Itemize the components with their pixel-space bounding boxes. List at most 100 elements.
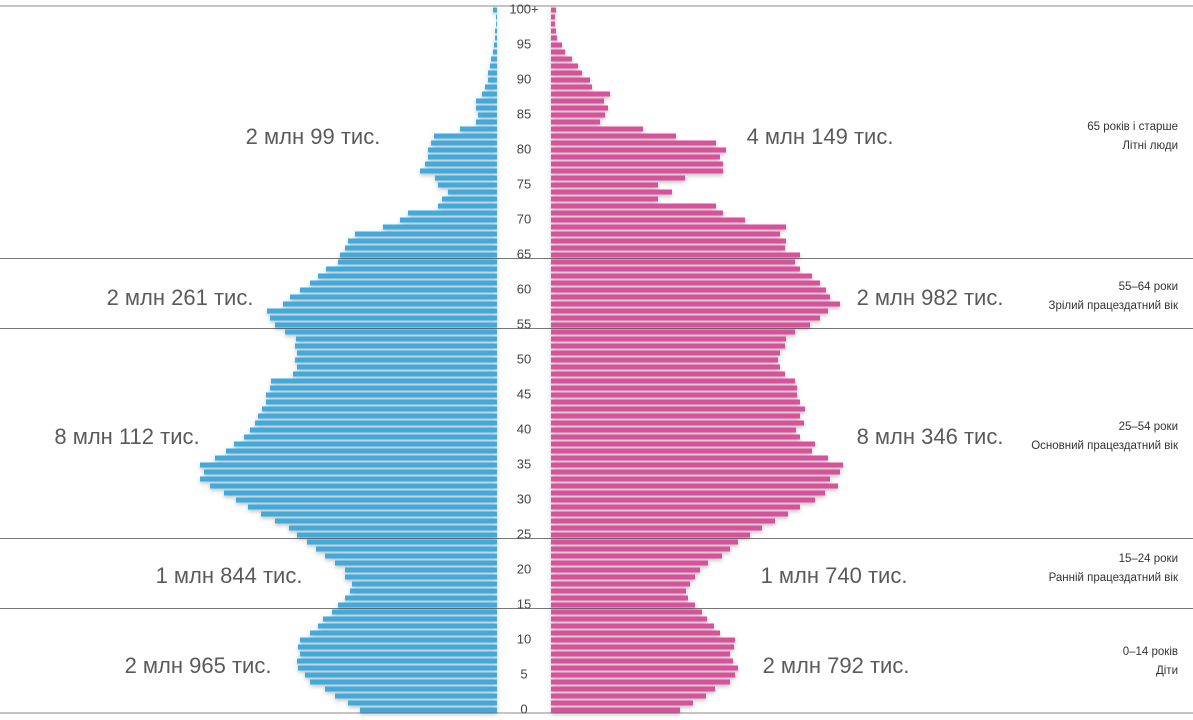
right-bar: [551, 693, 706, 699]
right-bar: [551, 266, 800, 272]
right-bar: [551, 91, 610, 97]
right-bar: [551, 665, 738, 671]
right-bar: [551, 686, 715, 692]
age-label: 55: [517, 316, 531, 331]
left-bar: [448, 189, 497, 195]
right-bar: [551, 140, 716, 146]
left-bar: [275, 518, 497, 524]
left-bar: [482, 91, 497, 97]
age-label: 5: [520, 666, 527, 681]
right-bar: [551, 343, 785, 349]
right-bar: [551, 252, 800, 258]
right-bar: [551, 497, 815, 503]
right-total: 2 млн 792 тис.: [763, 653, 910, 678]
right-bar: [551, 448, 812, 454]
left-bar: [200, 462, 497, 468]
left-bar: [234, 441, 497, 447]
right-bar: [551, 315, 820, 321]
right-bar: [551, 707, 680, 713]
right-bar: [551, 672, 735, 678]
right-bar: [551, 609, 702, 615]
right-bar: [551, 574, 695, 580]
right-bar: [551, 567, 700, 573]
left-bar: [435, 175, 497, 181]
right-bar: [551, 455, 828, 461]
left-bar: [295, 343, 497, 349]
age-label: 65: [517, 246, 531, 261]
right-bar: [551, 637, 735, 643]
right-bar: [551, 98, 604, 104]
right-bar: [551, 420, 804, 426]
right-bar: [551, 371, 785, 377]
left-bar: [215, 455, 497, 461]
left-bar: [266, 399, 497, 405]
right-bar: [551, 203, 716, 209]
right-bar: [551, 441, 815, 447]
right-bar: [551, 245, 785, 251]
right-bar: [551, 679, 730, 685]
left-bar: [338, 259, 497, 265]
age-label: 45: [517, 386, 531, 401]
group-range: 15–24 роки: [1119, 553, 1178, 565]
left-bar: [258, 413, 497, 419]
right-bar: [551, 399, 800, 405]
group-range: 0–14 років: [1123, 646, 1178, 658]
left-bar: [297, 658, 497, 664]
left-bar: [488, 70, 497, 76]
left-bar: [262, 406, 497, 412]
left-bar: [348, 700, 497, 706]
right-bar: [551, 280, 820, 286]
right-bar: [551, 273, 812, 279]
left-bar: [355, 231, 497, 237]
left-bar: [300, 651, 497, 657]
left-bar: [226, 448, 497, 454]
right-bar: [551, 469, 840, 475]
right-bar: [551, 616, 707, 622]
left-bar: [325, 553, 497, 559]
left-bar: [345, 595, 497, 601]
left-bar: [420, 168, 497, 174]
right-bar: [551, 35, 557, 41]
left-bar: [310, 679, 497, 685]
left-bar: [360, 707, 497, 713]
right-bar: [551, 231, 780, 237]
left-bar: [290, 294, 497, 300]
left-bar: [224, 490, 497, 496]
left-bar: [244, 434, 497, 440]
right-bar: [551, 483, 838, 489]
left-bar: [318, 273, 497, 279]
right-bar: [551, 112, 605, 118]
group-name: Зрілий працездатний вік: [1049, 300, 1179, 312]
left-total: 2 млн 99 тис.: [246, 124, 381, 149]
left-bar: [496, 21, 497, 27]
left-bar: [485, 84, 497, 90]
right-bar: [551, 49, 565, 55]
right-bar: [551, 14, 555, 20]
right-bar: [551, 553, 722, 559]
left-bar: [289, 525, 497, 531]
left-bar: [352, 581, 497, 587]
left-bar: [310, 280, 497, 286]
right-bar: [551, 406, 805, 412]
right-bar: [551, 168, 723, 174]
left-total: 2 млн 965 тис.: [125, 653, 272, 678]
left-bar: [340, 252, 497, 258]
right-bar: [551, 182, 658, 188]
left-bar: [307, 539, 497, 545]
right-bar: [551, 518, 775, 524]
left-bar: [296, 336, 497, 342]
age-label: 10: [517, 631, 531, 646]
right-bar: [551, 427, 796, 433]
left-bar: [493, 49, 497, 55]
right-bar: [551, 70, 582, 76]
left-bar: [434, 133, 497, 139]
right-bar: [551, 490, 825, 496]
right-bar: [551, 21, 555, 27]
right-bar: [551, 301, 840, 307]
left-bar: [400, 217, 497, 223]
left-bar: [298, 665, 497, 671]
left-bar: [494, 42, 497, 48]
left-bar: [383, 224, 497, 230]
left-bar: [266, 392, 497, 398]
right-bar: [551, 595, 688, 601]
